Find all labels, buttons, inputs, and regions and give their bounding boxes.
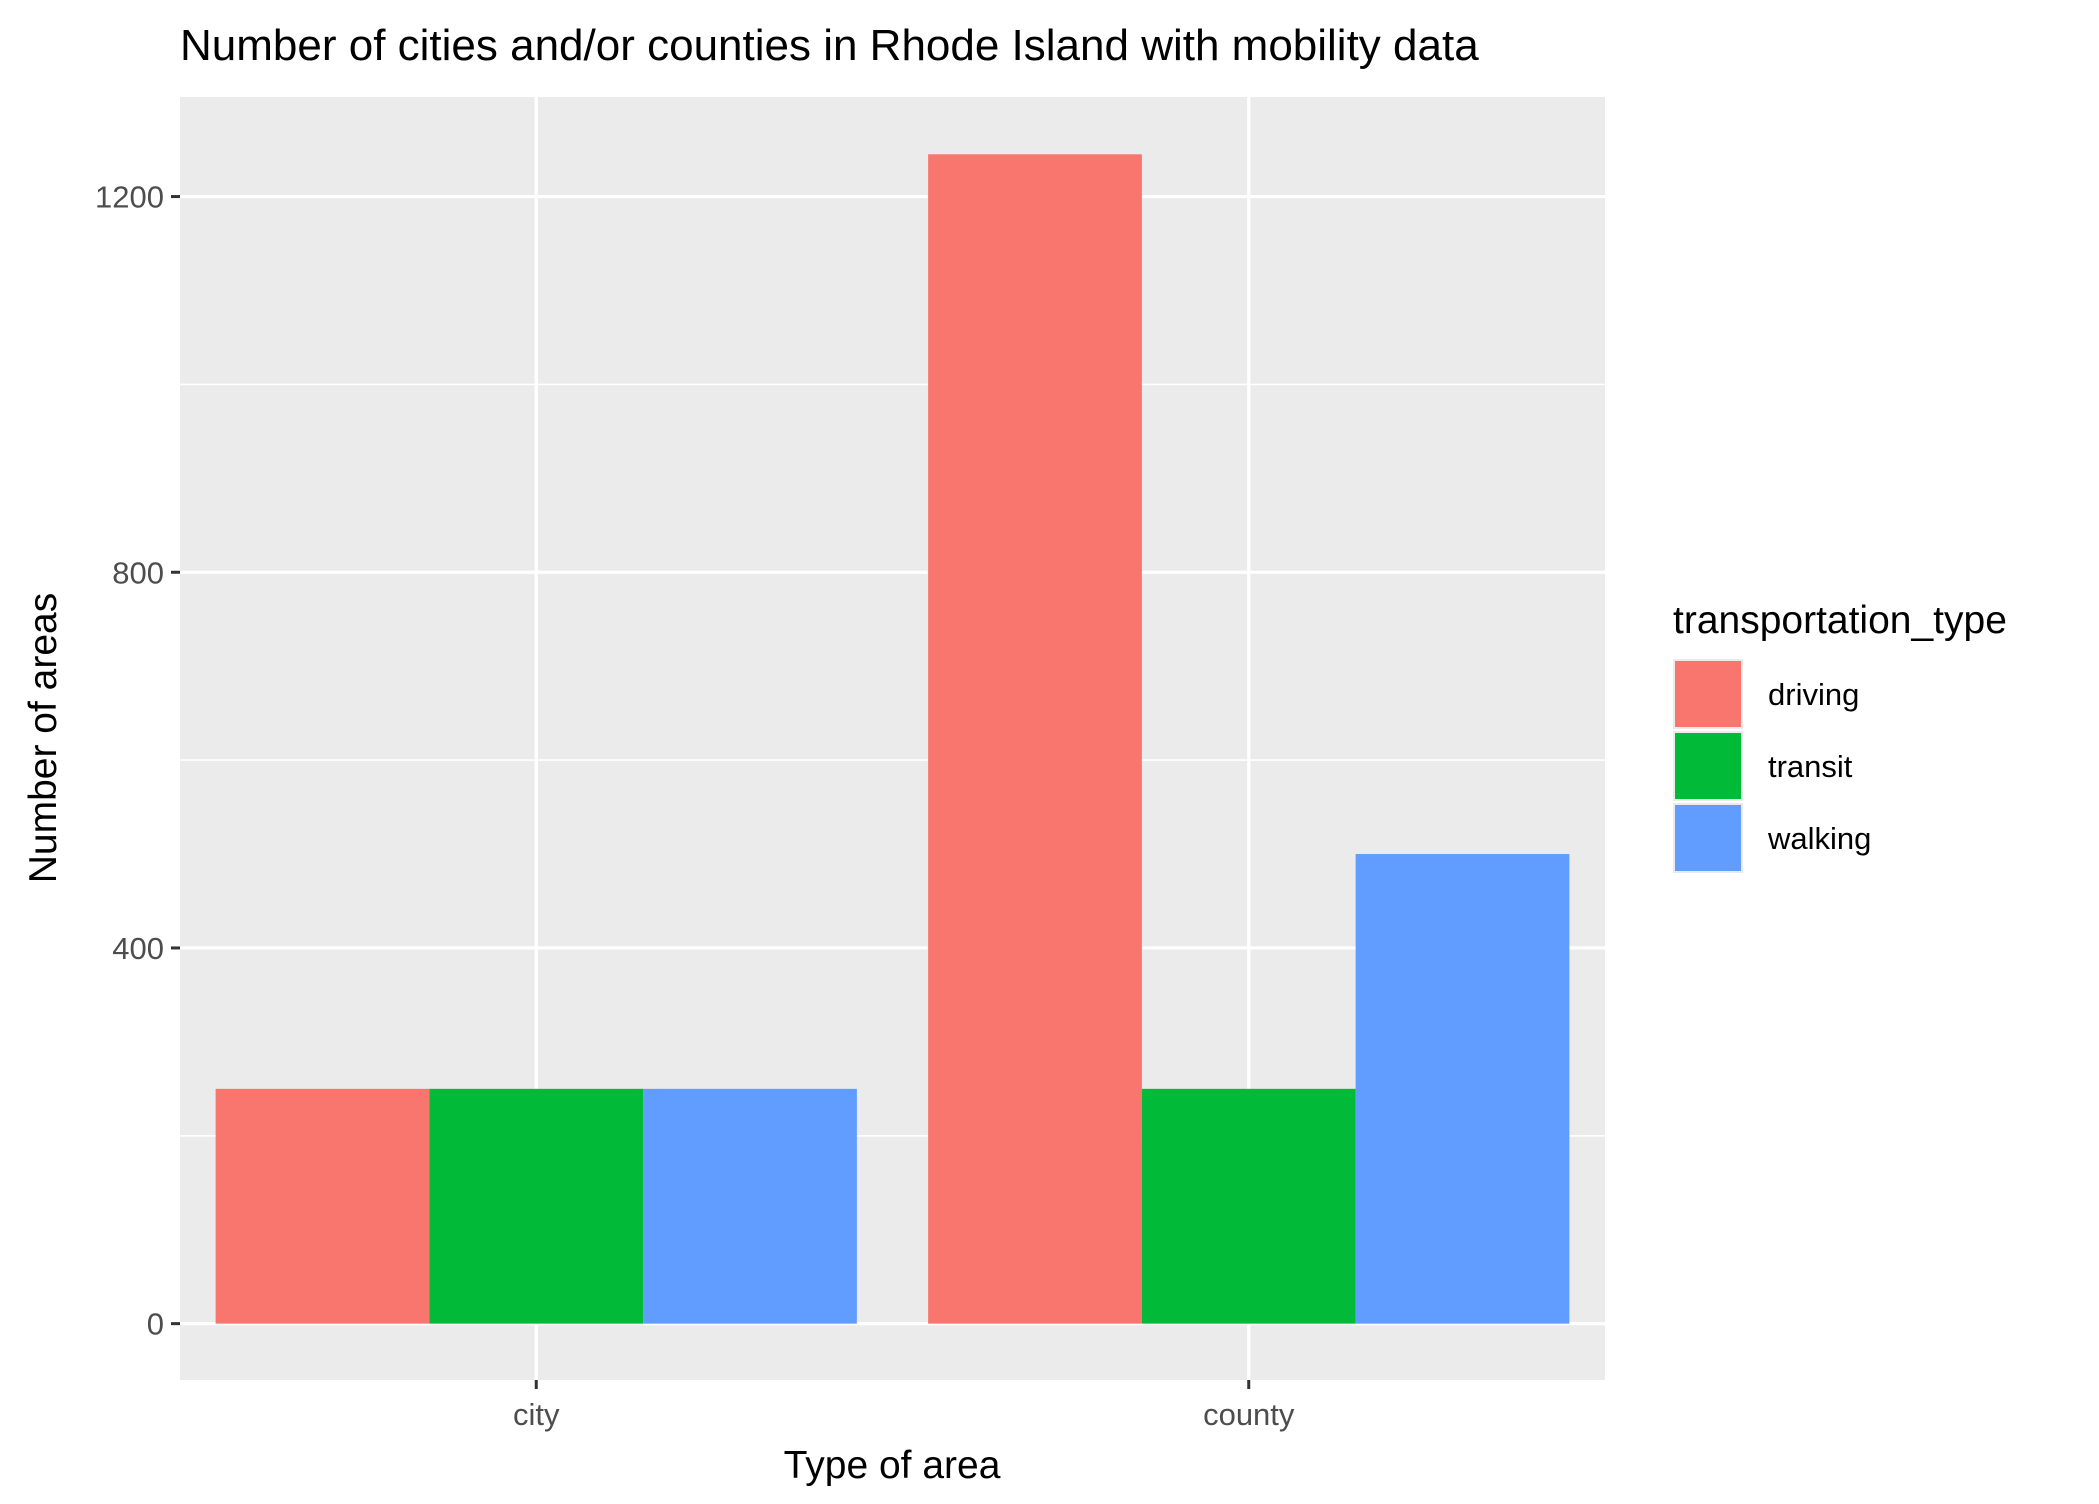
x-tick-label: county [1203, 1397, 1295, 1432]
bar-transit-city [429, 1088, 644, 1324]
legend-swatch-walking [1675, 805, 1741, 871]
legend-title: transportation_type [1673, 599, 2007, 642]
legend-label-walking: walking [1767, 821, 1871, 856]
y-tick-label: 1200 [95, 180, 164, 215]
x-tick-label: city [513, 1397, 560, 1432]
y-tick-label: 400 [112, 931, 164, 966]
axis-layer: 0 400 800 1200 city county [95, 180, 1295, 1432]
legend-swatch-driving [1675, 661, 1741, 727]
bars-layer [215, 154, 1570, 1324]
legend-label-transit: transit [1768, 749, 1853, 784]
y-axis-title: Number of areas [22, 593, 65, 883]
x-axis-title: Type of area [784, 1444, 1001, 1487]
bar-driving-county [928, 154, 1142, 1324]
bar-transit-county [1141, 1088, 1356, 1324]
y-tick-label: 0 [147, 1307, 164, 1342]
bar-walking-city [643, 1088, 857, 1324]
bar-walking-county [1355, 854, 1570, 1324]
bar-driving-city [215, 1088, 430, 1324]
legend: transportation_type driving transit walkin… [1673, 599, 2007, 873]
y-tick-label: 800 [112, 555, 164, 590]
chart-title: Number of cities and/or counties in Rhod… [180, 21, 1479, 70]
legend-label-driving: driving [1768, 677, 1859, 712]
legend-swatch-transit [1675, 733, 1741, 799]
legend-items: driving transit walking [1673, 659, 1871, 873]
